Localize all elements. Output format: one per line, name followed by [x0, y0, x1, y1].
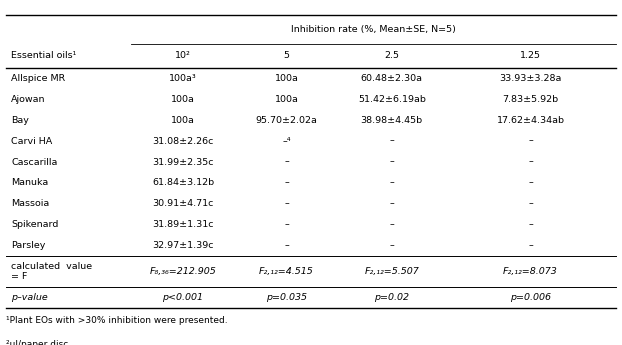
- Text: –: –: [389, 158, 394, 167]
- Text: –: –: [389, 241, 394, 250]
- Text: 31.89±1.31c: 31.89±1.31c: [152, 220, 214, 229]
- Text: ²μl/paper disc.: ²μl/paper disc.: [6, 340, 72, 345]
- Text: –: –: [528, 199, 533, 208]
- Text: 100a: 100a: [171, 95, 195, 103]
- Text: –⁴: –⁴: [282, 137, 291, 146]
- Text: 51.42±6.19ab: 51.42±6.19ab: [358, 95, 425, 103]
- Text: Spikenard: Spikenard: [11, 220, 58, 229]
- Text: –: –: [528, 158, 533, 167]
- Text: 61.84±3.12b: 61.84±3.12b: [152, 178, 214, 187]
- Text: –: –: [389, 199, 394, 208]
- Text: –: –: [528, 220, 533, 229]
- Text: –: –: [284, 241, 289, 250]
- Text: p=0.02: p=0.02: [374, 293, 409, 302]
- Text: Bay: Bay: [11, 116, 29, 125]
- Text: Parsley: Parsley: [11, 241, 45, 250]
- Text: 10²: 10²: [175, 51, 191, 60]
- Text: ¹Plant EOs with >30% inhibition were presented.: ¹Plant EOs with >30% inhibition were pre…: [6, 316, 228, 325]
- Text: –: –: [389, 137, 394, 146]
- Text: 60.48±2.30a: 60.48±2.30a: [361, 74, 423, 83]
- Text: 31.08±2.26c: 31.08±2.26c: [152, 137, 214, 146]
- Text: Carvi HA: Carvi HA: [11, 137, 52, 146]
- Text: F₂,₁₂=4.515: F₂,₁₂=4.515: [259, 267, 314, 276]
- Text: F₈,₃₆=212.905: F₈,₃₆=212.905: [150, 267, 216, 276]
- Text: Massoia: Massoia: [11, 199, 49, 208]
- Text: 100a³: 100a³: [169, 74, 197, 83]
- Text: F₂,₁₂=5.507: F₂,₁₂=5.507: [364, 267, 419, 276]
- Text: 33.93±3.28a: 33.93±3.28a: [499, 74, 562, 83]
- Text: –: –: [284, 178, 289, 187]
- Text: –: –: [284, 199, 289, 208]
- Text: p<0.001: p<0.001: [162, 293, 203, 302]
- Text: Essential oils¹: Essential oils¹: [11, 51, 77, 60]
- Text: –: –: [528, 137, 533, 146]
- Text: 32.97±1.39c: 32.97±1.39c: [152, 241, 214, 250]
- Text: 5: 5: [284, 51, 290, 60]
- Text: 7.83±5.92b: 7.83±5.92b: [503, 95, 559, 103]
- Text: 100a: 100a: [275, 95, 299, 103]
- Text: 100a: 100a: [171, 116, 195, 125]
- Text: Ajowan: Ajowan: [11, 95, 45, 103]
- Text: 38.98±4.45b: 38.98±4.45b: [361, 116, 423, 125]
- Text: –: –: [528, 241, 533, 250]
- Text: p=0.035: p=0.035: [266, 293, 307, 302]
- Text: Allspice MR: Allspice MR: [11, 74, 65, 83]
- Text: Manuka: Manuka: [11, 178, 49, 187]
- Text: –: –: [389, 220, 394, 229]
- Text: p–value: p–value: [11, 293, 48, 302]
- Text: F₂,₁₂=8.073: F₂,₁₂=8.073: [503, 267, 558, 276]
- Text: calculated  value
= F: calculated value = F: [11, 262, 92, 281]
- Text: 95.70±2.02a: 95.70±2.02a: [256, 116, 318, 125]
- Text: 1.25: 1.25: [520, 51, 541, 60]
- Text: 100a: 100a: [275, 74, 299, 83]
- Text: –: –: [389, 178, 394, 187]
- Text: 31.99±2.35c: 31.99±2.35c: [152, 158, 214, 167]
- Text: –: –: [284, 220, 289, 229]
- Text: –: –: [284, 158, 289, 167]
- Text: 17.62±4.34ab: 17.62±4.34ab: [496, 116, 564, 125]
- Text: Inhibition rate (%, Mean±SE, N=5): Inhibition rate (%, Mean±SE, N=5): [291, 25, 456, 34]
- Text: 30.91±4.71c: 30.91±4.71c: [152, 199, 214, 208]
- Text: Cascarilla: Cascarilla: [11, 158, 57, 167]
- Text: 2.5: 2.5: [384, 51, 399, 60]
- Text: p=0.006: p=0.006: [510, 293, 551, 302]
- Text: –: –: [528, 178, 533, 187]
